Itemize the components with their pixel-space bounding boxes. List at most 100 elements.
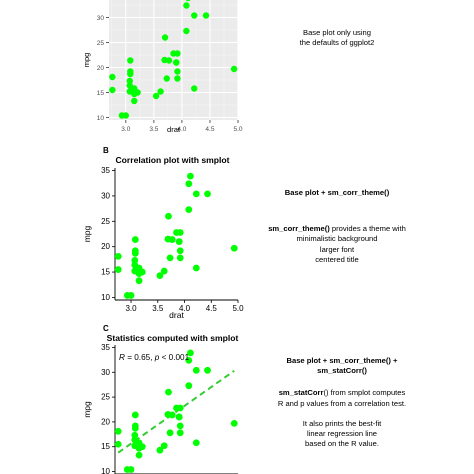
panel-c-data-point [176,429,184,437]
panel-a-data-point [109,73,116,81]
panel-c-data-point [204,366,211,374]
panel-b-data-point [127,292,135,299]
panel-b-data-point [192,190,200,198]
note-c: Base plot + sm_corr_theme() + sm_statCor… [242,356,442,449]
note-c-line4: linear regression line [306,429,378,439]
panel-c-data-point [230,419,238,427]
panel-label-c: C [103,324,109,333]
panel-a-x-tick-label: 4.0 [177,126,186,133]
panel-a-x-tick-label: 5.0 [233,126,242,133]
panel-b-data-point [192,264,200,272]
note-a-line1: Base plot only using [303,28,371,37]
panel-c-data-point [135,451,143,459]
panel-c-data-point [114,427,122,435]
panel-c-data-point [168,411,176,419]
panel-b-data-point [114,266,122,273]
panel-a-data-point [174,75,181,82]
panel-b-data-point [156,272,164,280]
panel-b-data-point [185,180,193,188]
panel-b-chart-title: Correlation plot with smplot [115,155,229,165]
note-c-head1: Base plot + sm_corr_theme() + [286,356,398,365]
panel-c-chart-title: Statistics computed with smplot [107,333,239,343]
panel-a-y-axis-label: mpg [82,53,91,68]
note-b-line1: sm_corr_theme() provides a theme with [242,224,432,234]
panel-a-y-tick-label: 15 [97,90,105,97]
note-c-line2: R and p values from a correlation test. [277,398,407,408]
panel-a-data-point [109,86,116,94]
panel-b-data-point [168,236,176,243]
panel-b-y-axis-label: mpg [82,225,92,242]
panel-a-data-point [191,85,198,92]
panel-c-y-tick-label: 10 [101,467,110,474]
panel-c-data-point [160,442,168,450]
note-b-line2: minimalistic background [296,234,378,244]
panel-b-x-axis-label: drat [169,310,184,320]
note-b-head: Base plot + sm_corr_theme() [284,188,390,197]
panel-a-x-tick-label: 3.0 [121,126,130,133]
panel-b-x-tick-label: 5.0 [232,304,244,313]
panel-a-x-tick-label: 3.5 [149,126,158,133]
panel-c-data-point [127,466,135,473]
note-c-line3: It also prints the best-fit [302,418,382,428]
panel-b-data-point [138,268,146,276]
note-c-rest1: () from smplot computes [323,388,406,398]
panel-c-data-point [131,431,139,439]
panel-a-data-point [174,50,181,57]
panel-c-data-point [165,388,172,396]
panel-c-y-tick-label: 30 [101,368,110,377]
panel-a-data-point [185,0,191,2]
panel-c-data-point [192,366,200,374]
panel-c-data-point [187,349,194,357]
panel-a-data-point [126,77,133,85]
panel-b-data-point [176,229,184,236]
panel-a-y-tick-label: 30 [97,15,105,22]
panel-c-data-point [114,440,122,448]
panel-a-data-point [152,92,160,100]
panel-a-data-point [126,82,133,89]
panel-b-data-point [230,244,238,252]
panel-b-data-point [187,172,194,180]
note-a: Base plot only using the defaults of ggp… [262,28,412,48]
panel-a-data-point [183,27,190,35]
panel-c-data-point [166,429,174,437]
panel-c-data-point [185,382,193,390]
panel-b-data-point [176,254,184,262]
note-b-fn: sm_corr_theme() [268,224,330,234]
panel-b-x-tick-label: 4.5 [206,304,218,313]
panel-b-x-tick-label: 3.0 [125,304,137,313]
panel-c-y-tick-label: 25 [101,393,110,402]
note-b-line4: centered title [315,254,359,264]
panel-c-data-point [138,443,146,451]
panel-b-data-point [131,236,139,243]
panel-b-y-tick-label: 10 [101,293,110,302]
panel-a-data-point [191,12,198,19]
panel-b-y-tick-label: 20 [101,242,110,251]
panel-b-y-tick-label: 25 [101,217,110,226]
panel-c-y-axis-label: mpg [82,401,92,418]
panel-c-data-point [156,446,164,454]
panel-c-data-point [131,411,139,419]
panel-b-data-point [135,277,143,285]
panel-c-data-point [175,413,183,421]
panel-b-data-point [131,257,139,264]
panel-a-data-point [161,34,169,41]
panel-b-data-point [114,252,122,260]
panel-a-x-axis-label: drat [167,125,181,134]
panel-a-x-tick-label: 4.5 [205,126,214,133]
panel-b-data-point [166,254,174,262]
panel-a-data-point [165,57,173,64]
note-c-line1: sm_statCorr() from smplot computes [242,388,442,398]
panel-a-y-tick-label: 10 [97,115,105,122]
panel-c-y-tick-label: 20 [101,417,110,426]
panel-b-data-point [185,206,193,214]
panel-b-x-tick-label: 3.5 [152,304,164,313]
panel-a-y-tick-label: 25 [97,40,105,47]
panel-b-data-point [131,247,139,255]
panel-c-data-point [131,422,139,430]
panel-b-x-tick-label: 4.0 [179,304,191,313]
note-c-fn: sm_statCorr [278,388,324,398]
panel-b-data-point [204,190,211,198]
panel-a-data-point [157,88,164,95]
note-b: Base plot + sm_corr_theme() sm_corr_them… [242,188,432,265]
